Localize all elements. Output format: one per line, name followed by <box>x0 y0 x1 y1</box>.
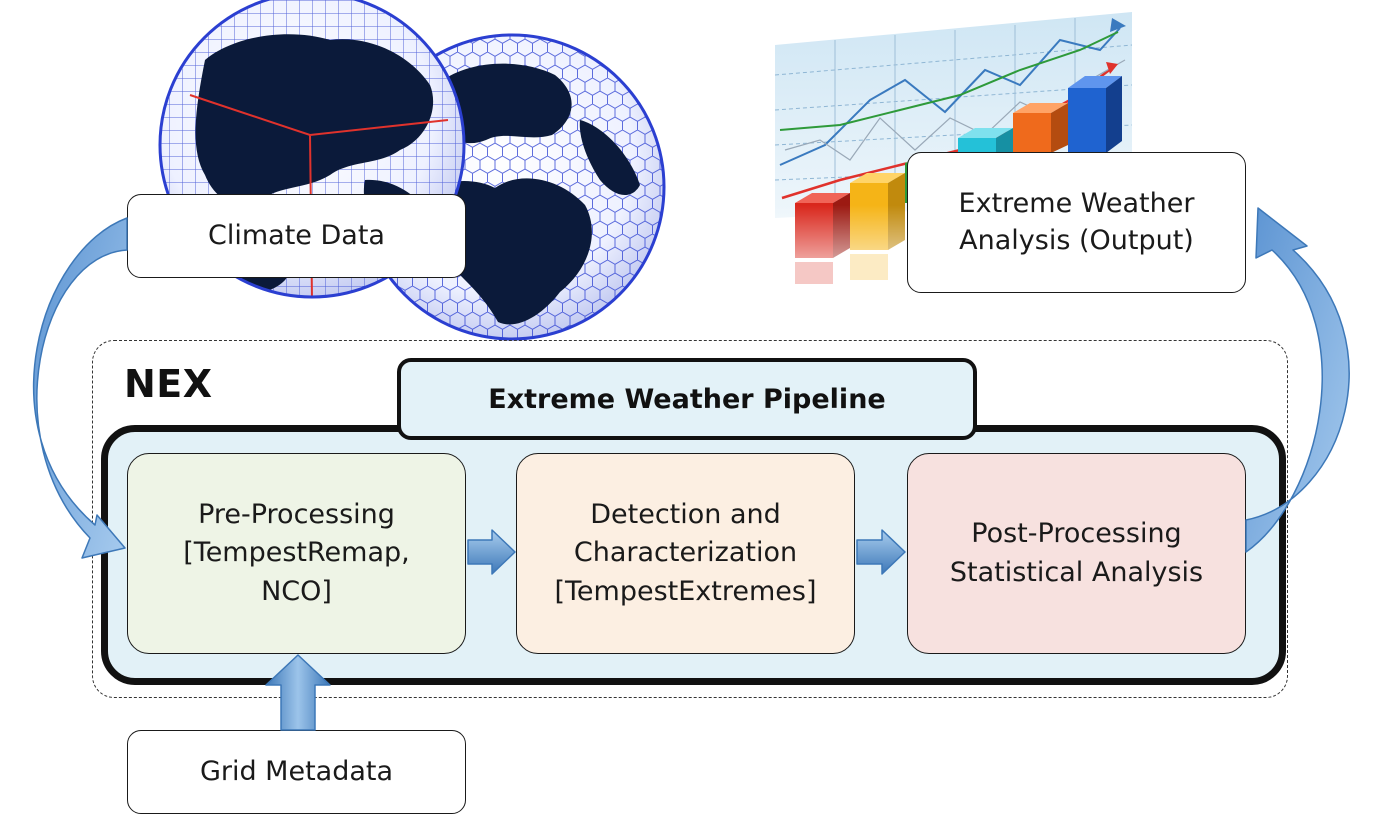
detection-characterization-stage: Detection and Characterization [TempestE… <box>516 453 855 654</box>
output-box: Extreme Weather Analysis (Output) <box>907 152 1246 293</box>
detection-characterization-stage-label: Detection and Characterization [TempestE… <box>554 499 817 607</box>
grid-metadata-box: Grid Metadata <box>127 730 466 814</box>
pre-processing-stage-label: Pre-Processing [TempestRemap, NCO] <box>183 499 410 607</box>
output-label: Extreme Weather Analysis (Output) <box>958 188 1195 256</box>
climate-data-box: Climate Data <box>127 194 466 278</box>
post-processing-stage-label: Post-Processing Statistical Analysis <box>949 518 1204 588</box>
pipeline-title-text: Extreme Weather Pipeline <box>488 383 886 415</box>
pipeline-title: Extreme Weather Pipeline <box>397 358 977 440</box>
post-processing-stage: Post-Processing Statistical Analysis <box>907 453 1246 654</box>
climate-data-label: Climate Data <box>208 219 385 251</box>
nex-label: NEX <box>124 362 213 406</box>
grid-metadata-label: Grid Metadata <box>199 755 394 787</box>
pre-processing-stage: Pre-Processing [TempestRemap, NCO] <box>127 453 466 654</box>
